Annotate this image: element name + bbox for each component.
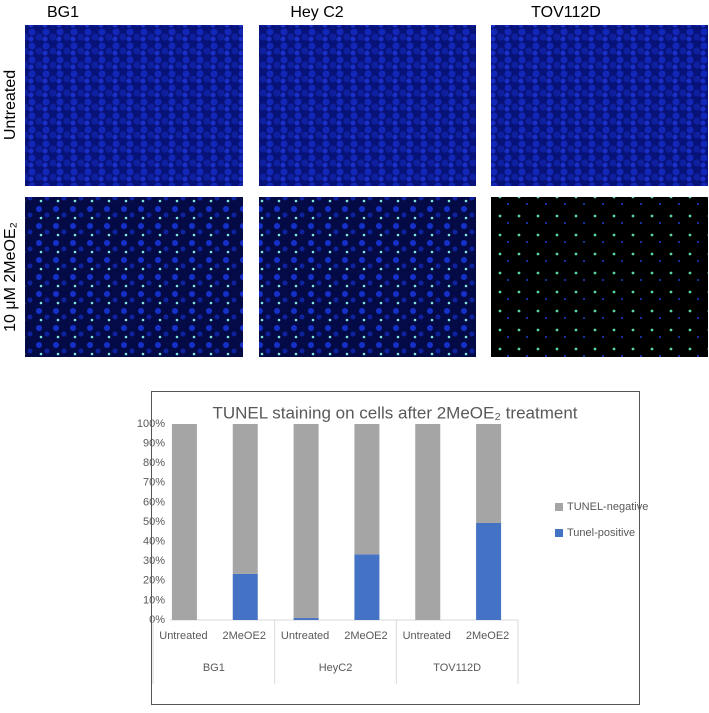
bar-segment xyxy=(354,554,380,620)
group-label: BG1 xyxy=(203,662,225,674)
chart-title: TUNEL staining on cells after 2MeOE₂ tre… xyxy=(212,403,577,422)
bar-segment xyxy=(293,618,319,620)
micrographs xyxy=(25,25,708,357)
bar-segment xyxy=(415,424,441,620)
x-tick-label: 2MeOE2 xyxy=(344,630,387,642)
y-tick-label: 10% xyxy=(143,594,165,606)
x-tick-label: 2MeOE2 xyxy=(466,630,509,642)
x-tick-label: 2MeOE2 xyxy=(223,630,266,642)
group-label: TOV112D xyxy=(433,662,481,674)
bar-segment xyxy=(476,522,502,620)
y-tick-label: 60% xyxy=(143,496,165,508)
y-tick-label: 0% xyxy=(149,614,165,626)
column-title: Hey C2 xyxy=(290,4,343,21)
micrograph xyxy=(491,197,708,357)
bar-segment xyxy=(232,424,258,574)
legend-label: TUNEL-negative xyxy=(567,501,648,513)
bar-segment xyxy=(476,424,502,523)
column-title: TOV112D xyxy=(531,4,601,21)
legend-swatch xyxy=(555,503,563,511)
y-tick-label: 50% xyxy=(143,516,165,528)
y-tick-label: 20% xyxy=(143,575,165,587)
x-tick-label: Untreated xyxy=(403,630,451,642)
group-label: HeyC2 xyxy=(319,662,353,674)
y-tick-label: 100% xyxy=(137,418,165,430)
bar-segment xyxy=(293,424,319,619)
legend-label: Tunel-positive xyxy=(567,527,635,539)
x-tick-label: Untreated xyxy=(159,630,207,642)
micrograph xyxy=(25,197,243,357)
micrograph xyxy=(491,25,708,186)
column-title: BG1 xyxy=(47,4,79,21)
x-tick-label: Untreated xyxy=(281,630,329,642)
y-tick-label: 30% xyxy=(143,555,165,567)
bar-segment xyxy=(232,573,258,620)
legend-swatch xyxy=(555,529,563,537)
y-tick-label: 80% xyxy=(143,457,165,469)
y-tick-label: 70% xyxy=(143,477,165,489)
bar-segment xyxy=(354,424,380,555)
y-tick-label: 40% xyxy=(143,536,165,548)
micrograph xyxy=(259,197,476,357)
y-tick-label: 90% xyxy=(143,438,165,450)
row-label: 10 μM 2MeOE₂ xyxy=(2,222,19,332)
bar-segment xyxy=(171,424,197,620)
micrograph xyxy=(259,25,476,186)
micrograph xyxy=(25,25,243,186)
row-label: Untreated xyxy=(2,70,19,140)
chart-frame xyxy=(151,391,640,705)
